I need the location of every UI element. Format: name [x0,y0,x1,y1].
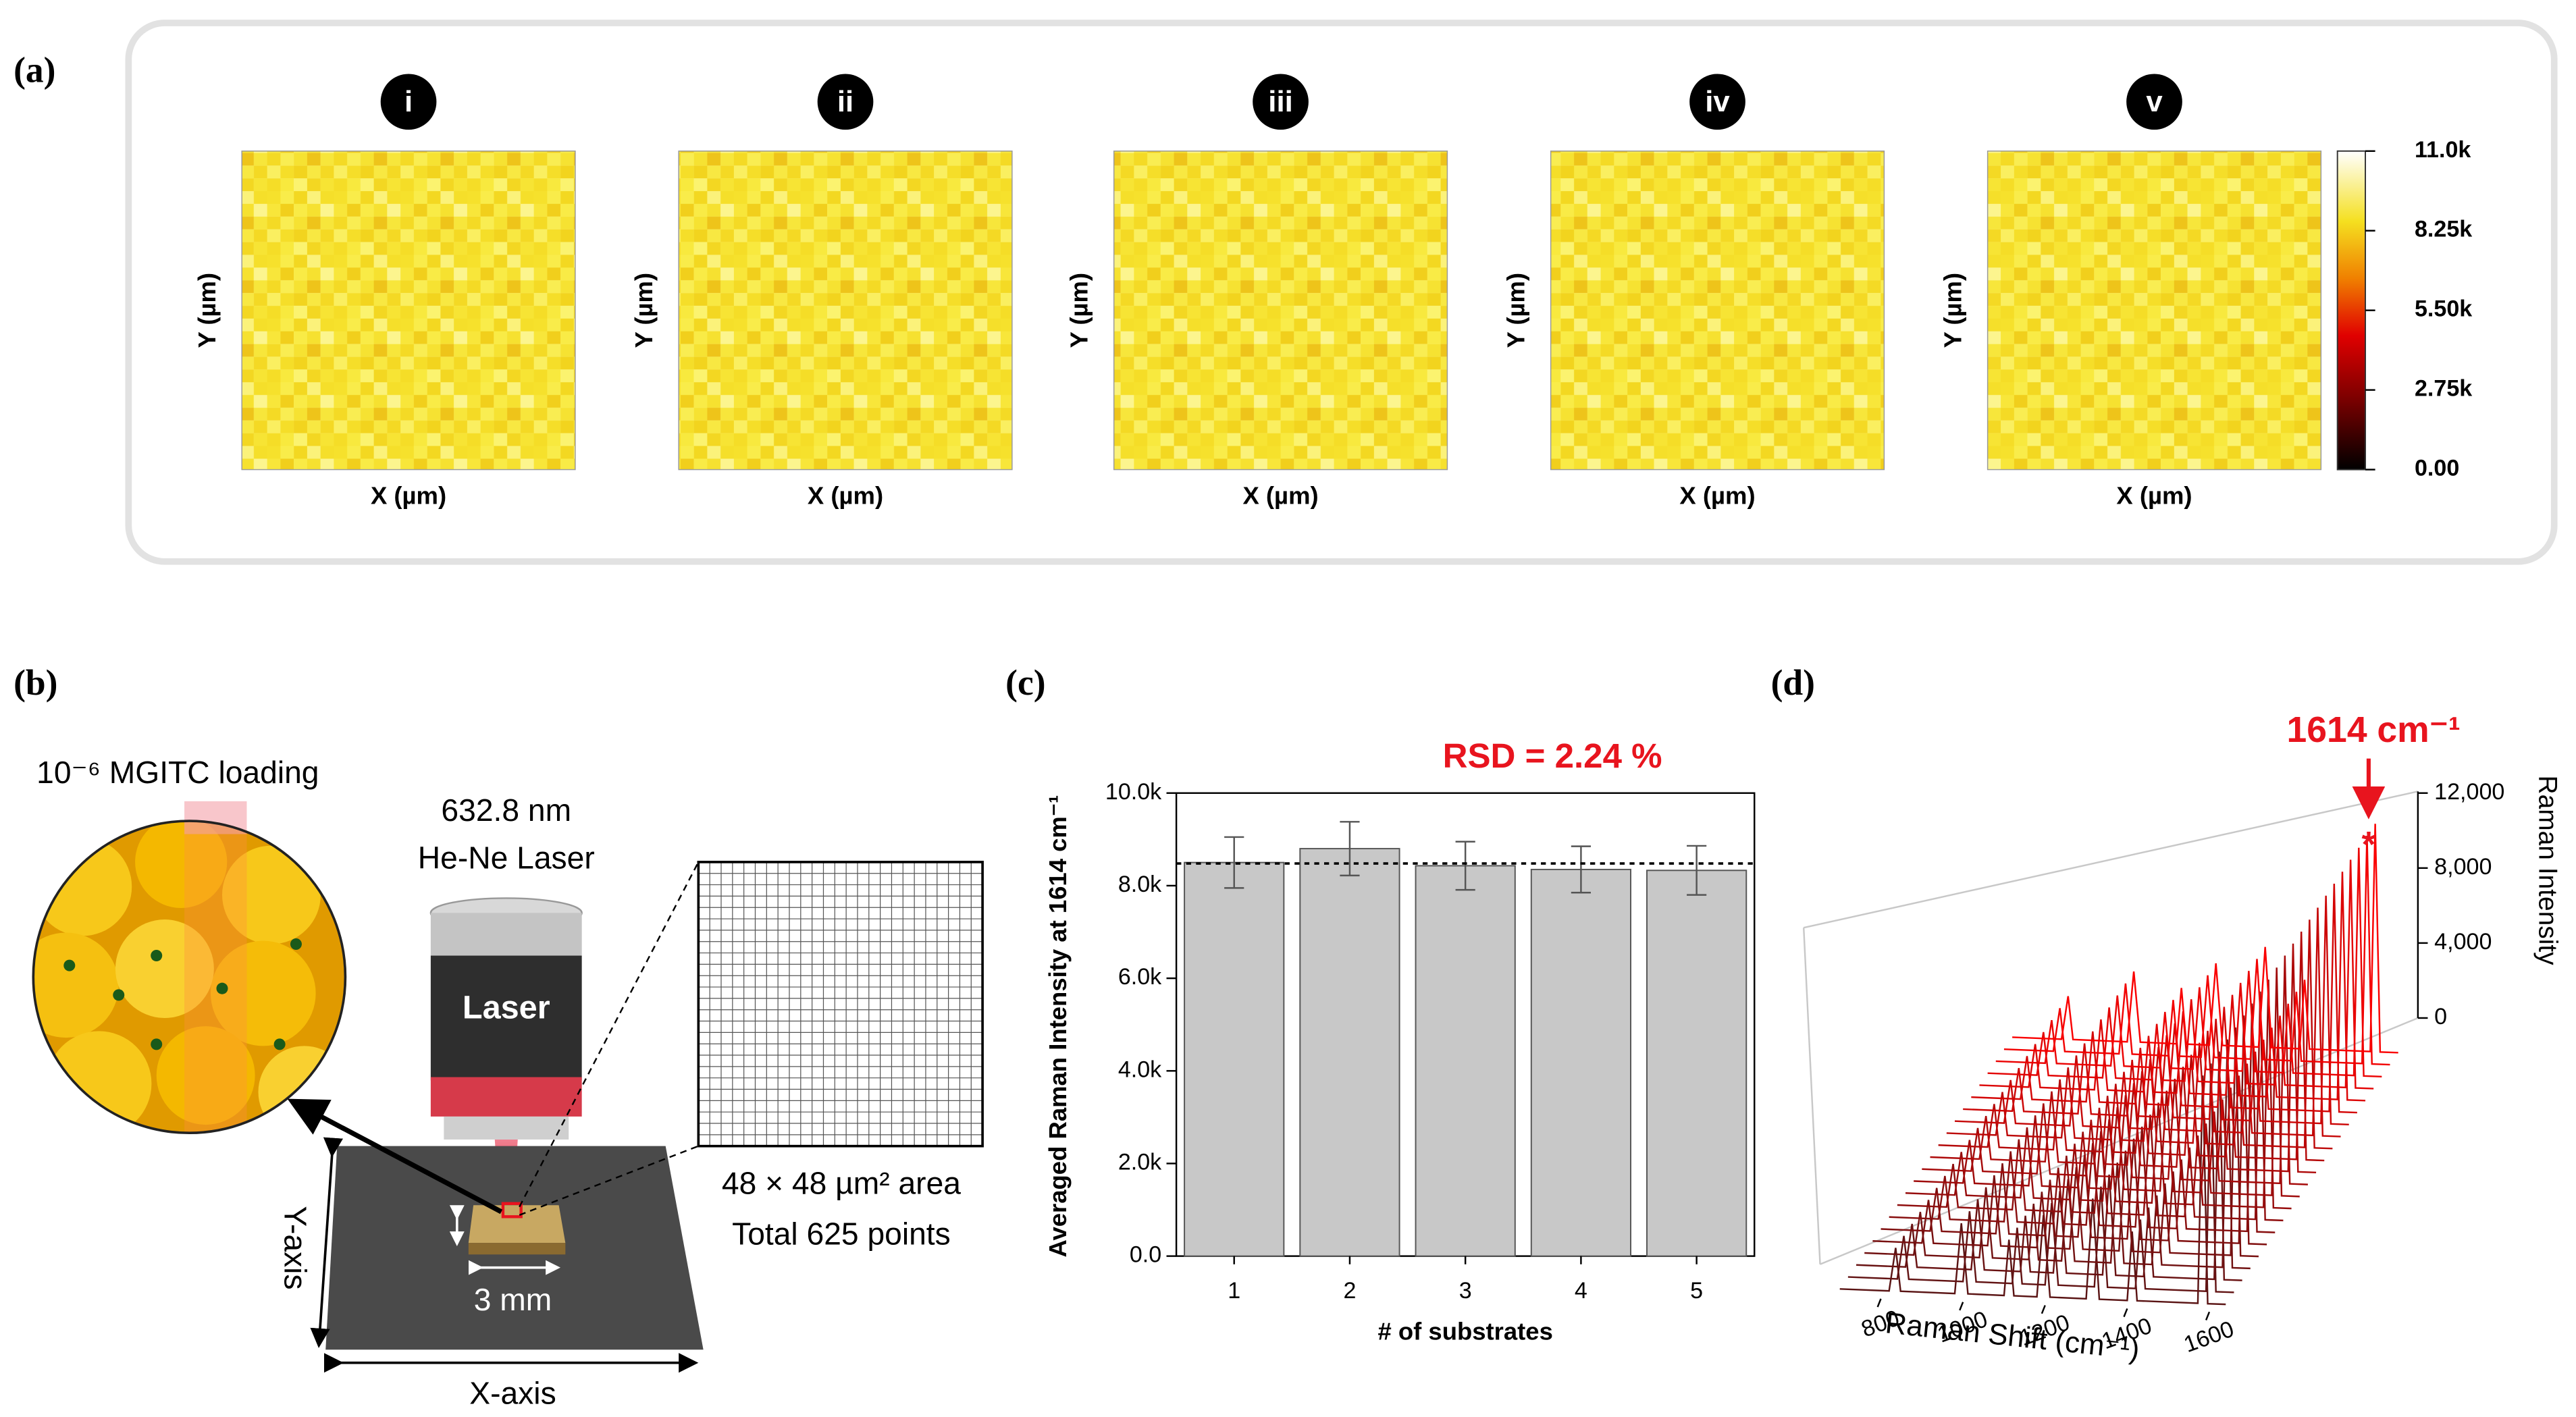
colorbar-tick-label: 0.00 [2415,456,2459,481]
bar [1530,868,1632,1257]
area-label: 48 × 48 µm² area [722,1165,961,1200]
bar [1184,861,1285,1257]
map-label: iii [1268,85,1292,118]
x-tick-label: 4 [1575,1278,1587,1304]
x-axis-label: X-axis [469,1376,556,1411]
laser-label: Laser [463,990,550,1026]
x-tick-label: 3 [1459,1278,1472,1304]
x-axis-label: # of substrates [1377,1318,1552,1345]
z-tick-label: 4,000 [2434,929,2492,955]
x-axis-label: X (µm) [1242,482,1318,510]
annotation: 1614 cm⁻¹ [2287,710,2461,750]
colorbar-tick-label: 5.50k [2415,296,2472,322]
heatmap [1113,151,1448,471]
y-tick-label: 6.0k [1118,964,1162,990]
y-axis-label: Y-axis [278,1206,313,1289]
x-tick-label: 5 [1690,1278,1703,1304]
y-tick-label: 8.0k [1118,872,1162,897]
colorbar-tick-label: 8.25k [2415,217,2472,242]
y-axis-label: Y (µm) [1939,273,1967,348]
z-tick-label: 0 [2434,1004,2447,1030]
x-tick-label: 2 [1343,1278,1356,1304]
bar [1415,865,1516,1257]
x-axis-label: X (µm) [808,482,883,510]
x-tick-label: 1 [1228,1278,1240,1304]
mapping-grid [698,861,983,1146]
z-axis-label: Raman Intensity [2533,776,2562,966]
y-axis-label: Y (µm) [1066,273,1093,348]
bar [1646,870,1747,1257]
heatmap [241,151,576,471]
x-axis-label: Raman Shift (cm⁻¹) [1884,1306,2141,1366]
map-badge [817,74,874,130]
laser-wavelength: 632.8 nm [441,793,571,828]
x-tick [1959,1302,1964,1311]
colorbar [2336,150,2367,471]
x-tick [2123,1308,2128,1318]
panel-label: (b) [14,662,57,703]
z-tick-label: 12,000 [2434,779,2504,805]
bar [1299,848,1400,1257]
annotation: RSD = 2.24 % [1443,737,1662,775]
map-label: iv [1705,85,1730,118]
y-axis-label: Y (µm) [630,273,658,348]
x-tick [2041,1305,2046,1314]
laser-type: He-Ne Laser [418,840,595,876]
panel-label: (c) [1005,662,1045,703]
y-axis-label: Y (µm) [1502,273,1530,348]
y-tick-label: 4.0k [1118,1057,1162,1082]
map-badge [1689,74,1745,130]
y-axis-label: Averaged Raman Intensity at 1614 cm⁻¹ [1044,795,1072,1258]
loading-label: 10⁻⁶ MGITC loading [36,755,319,790]
y-tick-label: 10.0k [1105,779,1162,805]
colorbar-tick-label: 11.0k [2415,137,2471,163]
x-axis-label: X (µm) [2116,482,2192,510]
x-tick [2205,1311,2211,1320]
x-axis-label: X (µm) [371,482,446,510]
chip-size: 3 mm [474,1282,552,1317]
schematic: 10⁻⁶ MGITC loading 632.8 nm He-Ne Laser … [32,755,984,1411]
map-badge [2126,74,2182,130]
x-tick [1876,1298,1882,1308]
y-tick-label: 2.0k [1118,1149,1162,1175]
peak-marker: * [2361,825,2375,865]
panel-label: (a) [14,50,55,90]
map-badge [1253,74,1309,130]
nanoparticle-view [33,821,346,1133]
panel-label: (d) [1771,662,1815,703]
map-badge [380,74,437,130]
x-tick-label: 1600 [2180,1316,2237,1358]
map-label: v [2146,85,2163,118]
map-label: i [404,85,413,118]
map-label: ii [837,85,853,118]
waterfall-frame [1803,791,2419,1265]
z-tick-label: 8,000 [2434,854,2492,880]
heatmap [678,151,1013,471]
colorbar-tick-label: 2.75k [2415,376,2472,402]
y-tick-label: 0.0 [1130,1242,1161,1268]
points-label: Total 625 points [732,1217,951,1252]
heatmap [1987,151,2322,471]
spectra [1839,823,2399,1306]
heatmap [1550,151,1885,471]
y-axis-label: Y (µm) [193,273,221,348]
x-axis-label: X (µm) [1679,482,1755,510]
